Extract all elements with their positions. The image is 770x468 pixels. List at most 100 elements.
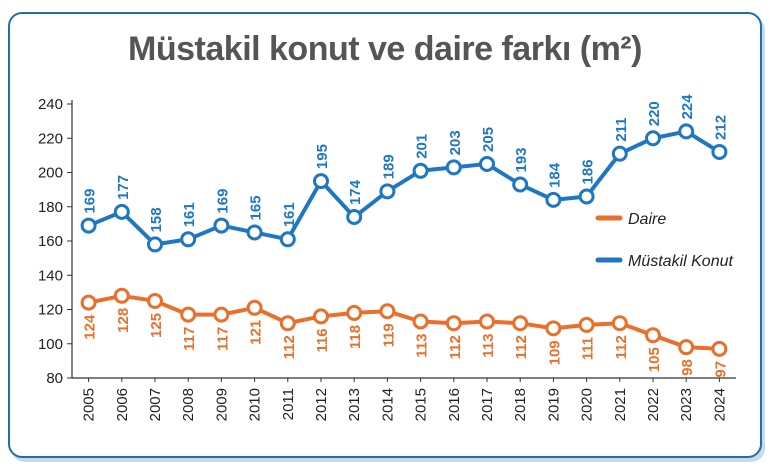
data-point bbox=[445, 159, 462, 176]
data-point bbox=[545, 320, 562, 337]
data-point bbox=[512, 315, 529, 332]
x-tick-label: 2024 bbox=[711, 388, 728, 421]
data-label: 97 bbox=[712, 361, 729, 378]
data-label: 158 bbox=[148, 207, 165, 232]
data-point bbox=[346, 304, 363, 321]
x-tick-label: 2012 bbox=[313, 388, 330, 421]
x-tick-label: 2009 bbox=[213, 388, 230, 421]
data-point bbox=[279, 231, 296, 248]
data-label: 195 bbox=[314, 144, 331, 169]
data-label: 212 bbox=[712, 115, 729, 140]
data-label: 111 bbox=[580, 337, 597, 360]
data-label: 109 bbox=[546, 340, 563, 365]
x-tick-label: 2022 bbox=[645, 388, 662, 421]
data-label: 112 bbox=[447, 335, 464, 359]
data-label: 169 bbox=[82, 189, 99, 214]
data-point bbox=[246, 224, 263, 241]
data-labels: 169 177 158 161 169 165 161 195 174 189 201 203 205 1… bbox=[82, 94, 730, 378]
data-label: 113 bbox=[414, 333, 431, 357]
y-tick-label: 140 bbox=[38, 267, 63, 284]
data-label: 184 bbox=[546, 162, 563, 188]
data-point bbox=[611, 145, 628, 162]
data-label: 128 bbox=[115, 308, 132, 333]
data-point bbox=[545, 191, 562, 208]
data-label: 118 bbox=[347, 325, 364, 349]
x-tick-label: 2015 bbox=[413, 388, 430, 421]
data-label: 117 bbox=[181, 327, 198, 351]
data-point bbox=[578, 188, 595, 205]
chart-title: Müstakil konut ve daire farkı (m²) bbox=[128, 30, 642, 68]
x-tick-label: 2010 bbox=[247, 388, 264, 421]
data-label: 220 bbox=[646, 101, 663, 126]
data-point bbox=[711, 340, 728, 357]
y-tick-label: 220 bbox=[38, 130, 63, 147]
data-label: 116 bbox=[314, 328, 331, 352]
series-points bbox=[80, 123, 728, 357]
y-tick-label: 200 bbox=[38, 165, 63, 182]
y-tick-label: 100 bbox=[38, 336, 63, 353]
data-label: 112 bbox=[281, 335, 298, 359]
data-point bbox=[313, 308, 329, 325]
data-point bbox=[113, 287, 130, 304]
data-point bbox=[113, 203, 130, 220]
data-point bbox=[379, 183, 396, 200]
data-label: 165 bbox=[248, 195, 265, 220]
x-tick-label: 2006 bbox=[114, 388, 131, 421]
data-point bbox=[678, 123, 695, 140]
data-point bbox=[180, 231, 197, 248]
data-label: 169 bbox=[214, 189, 231, 214]
data-point bbox=[246, 299, 263, 316]
legend-label: Müstakil Konut bbox=[628, 253, 733, 270]
data-point bbox=[412, 162, 429, 179]
x-tick-label: 2007 bbox=[147, 388, 164, 421]
data-label: 121 bbox=[248, 320, 265, 345]
x-tick-label: 2013 bbox=[346, 388, 363, 421]
data-label: 113 bbox=[480, 333, 497, 357]
data-point bbox=[346, 209, 363, 226]
x-tick-label: 2021 bbox=[612, 388, 629, 421]
axes: 80 100 120 140 160 180 200 220 240 2005 2006 2007 20… bbox=[38, 96, 736, 421]
data-label: 193 bbox=[513, 147, 530, 172]
data-point bbox=[611, 315, 628, 332]
data-point bbox=[80, 294, 97, 311]
data-label: 112 bbox=[613, 335, 630, 359]
data-point bbox=[711, 143, 728, 160]
data-point bbox=[578, 316, 595, 333]
data-point bbox=[412, 313, 429, 330]
data-point bbox=[479, 155, 495, 172]
data-point bbox=[512, 176, 529, 193]
x-tick-label: 2014 bbox=[379, 388, 396, 421]
data-point bbox=[213, 306, 230, 323]
x-tick-label: 2023 bbox=[678, 388, 695, 421]
y-tick-label: 180 bbox=[38, 199, 63, 216]
data-label: 117 bbox=[214, 327, 231, 351]
data-point bbox=[645, 327, 661, 344]
x-tick-label: 2018 bbox=[512, 388, 529, 421]
x-tick-label: 2011 bbox=[280, 388, 297, 420]
data-label: 189 bbox=[380, 154, 397, 179]
x-tick-label: 2008 bbox=[180, 388, 197, 421]
x-tick-label: 2017 bbox=[479, 388, 496, 421]
data-label: 98 bbox=[679, 359, 696, 376]
y-tick-label: 160 bbox=[38, 233, 63, 250]
data-label: 205 bbox=[480, 127, 497, 152]
x-tick-label: 2005 bbox=[81, 388, 98, 421]
data-point bbox=[279, 315, 296, 332]
data-label: 177 bbox=[115, 175, 132, 200]
data-point bbox=[180, 306, 197, 323]
data-label: 224 bbox=[679, 94, 696, 120]
data-label: 124 bbox=[82, 314, 99, 340]
data-label: 161 bbox=[281, 202, 298, 227]
data-label: 161 bbox=[181, 202, 198, 227]
data-point bbox=[313, 173, 329, 190]
data-label: 211 bbox=[613, 117, 630, 141]
y-tick-label: 240 bbox=[38, 96, 63, 113]
y-tick-label: 80 bbox=[46, 370, 63, 387]
data-label: 125 bbox=[148, 313, 165, 338]
x-tick-label: 2016 bbox=[446, 388, 463, 421]
data-label: 201 bbox=[414, 134, 431, 159]
data-point bbox=[147, 236, 163, 253]
data-point bbox=[645, 130, 661, 147]
legend: Daire Müstakil Konut bbox=[595, 211, 733, 270]
